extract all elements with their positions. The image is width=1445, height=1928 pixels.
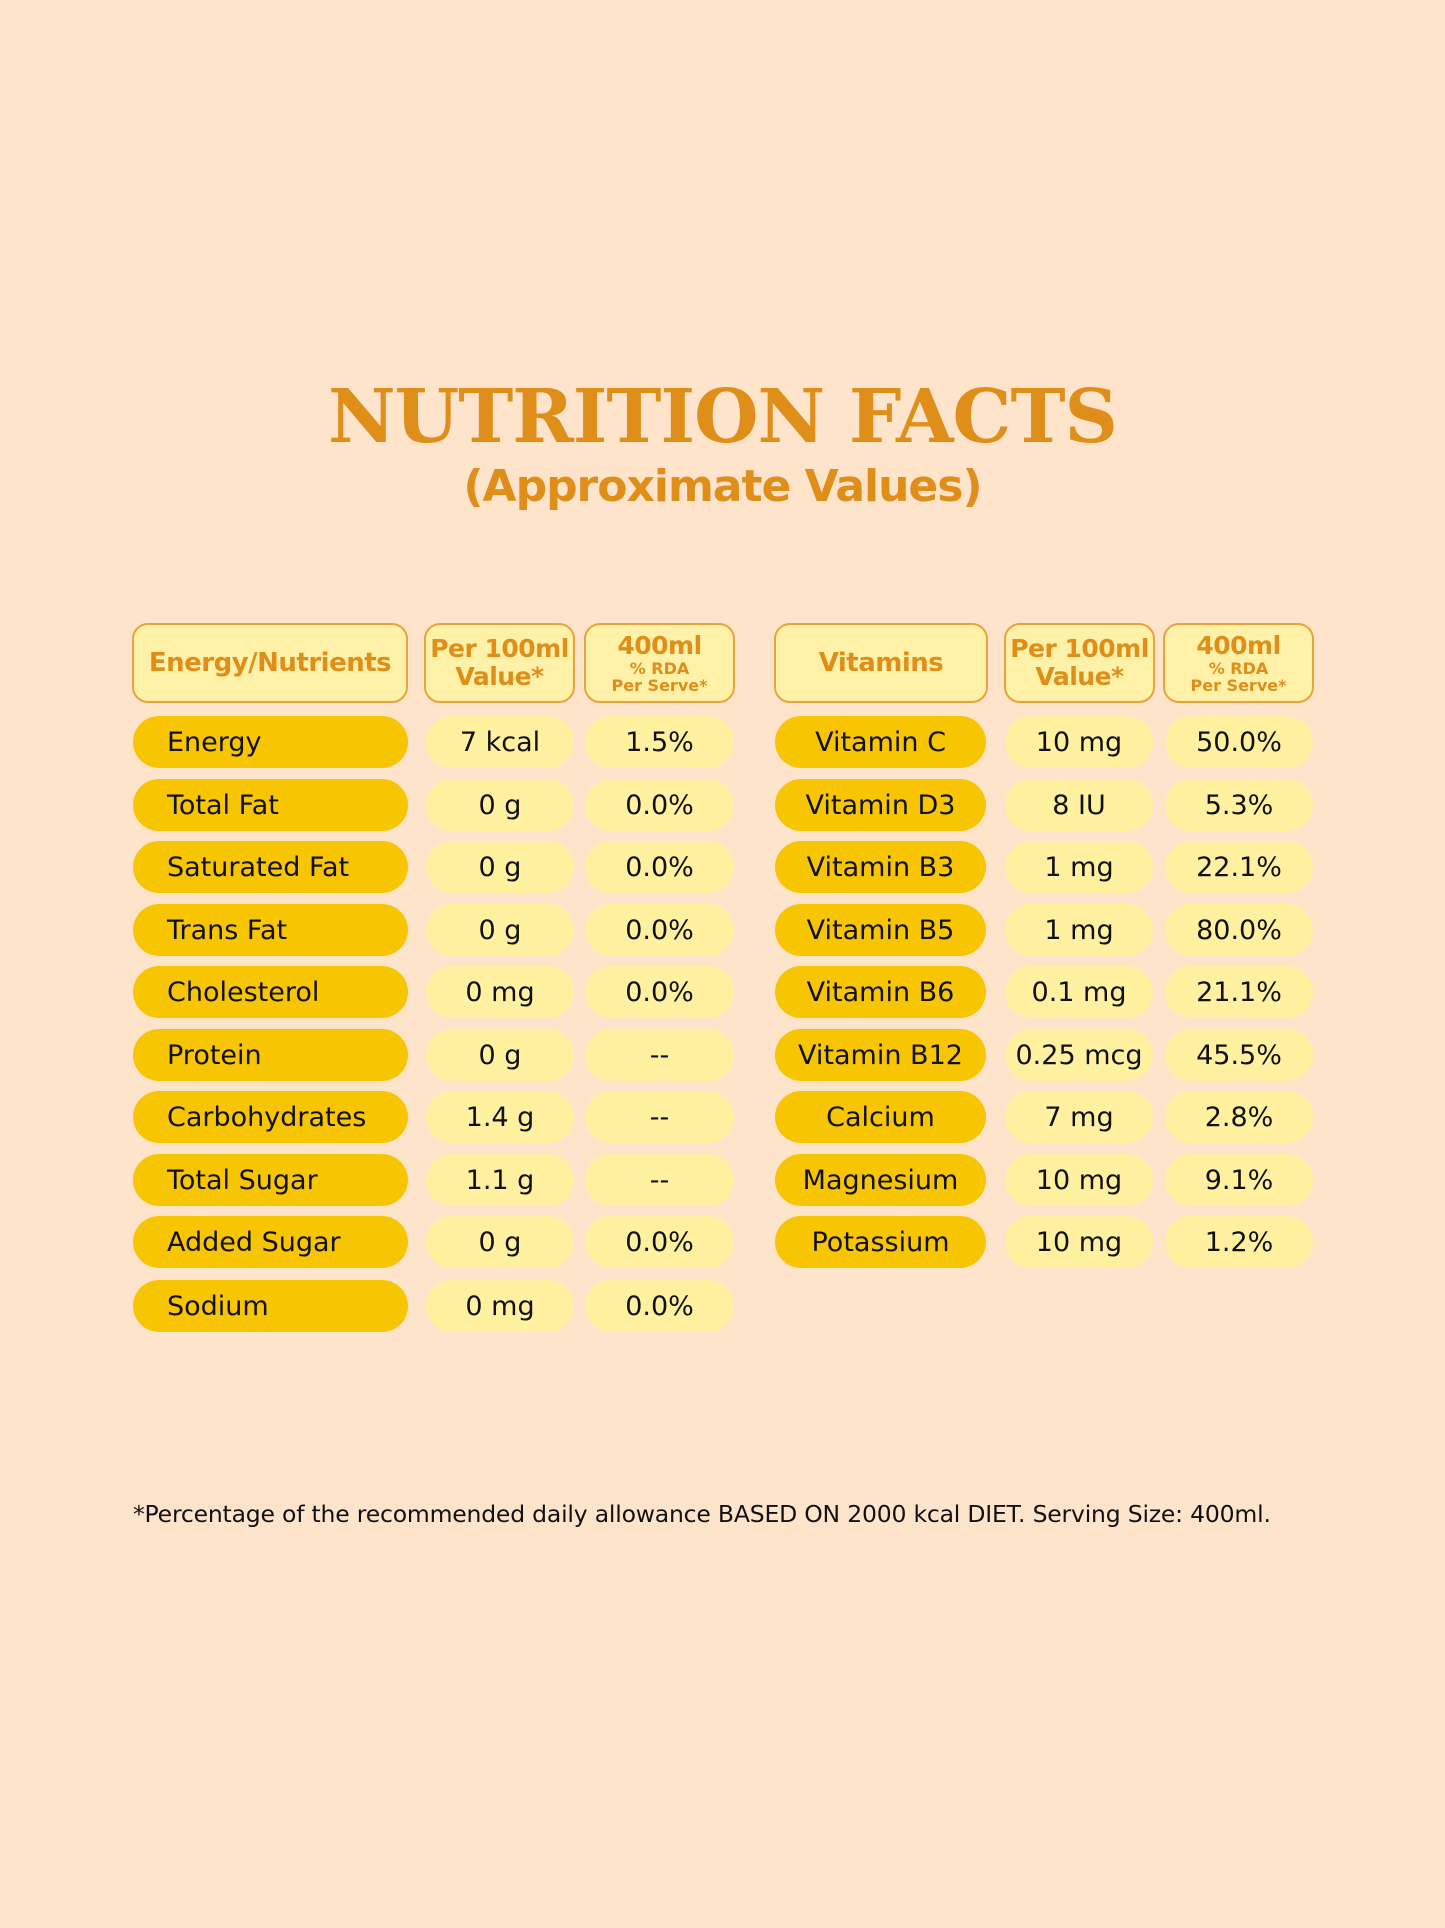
right-row-4-rda: 21.1% [1165, 966, 1313, 1018]
right-row-0-name: Vitamin C [775, 716, 986, 768]
right-row-3-rda: 80.0% [1165, 904, 1313, 956]
right-row-4-name: Vitamin B6 [775, 966, 986, 1018]
left-row-3-per100: 0 g [426, 904, 574, 956]
right-header-per100: Per 100ml Value* [1004, 623, 1155, 703]
right-header-name-label: Vitamins [818, 648, 944, 678]
footnote: *Percentage of the recommended daily all… [133, 1500, 1271, 1528]
right-row-0-per100: 10 mg [1005, 716, 1153, 768]
right-row-8-rda: 1.2% [1165, 1216, 1313, 1268]
right-row-1-rda: 5.3% [1165, 779, 1313, 831]
right-row-2-per100: 1 mg [1005, 841, 1153, 893]
left-row-3-rda: 0.0% [585, 904, 734, 956]
left-row-3-name: Trans Fat [133, 904, 408, 956]
right-row-4-per100: 0.1 mg [1005, 966, 1153, 1018]
left-row-9-name: Sodium [133, 1280, 408, 1332]
right-row-3-name: Vitamin B5 [775, 904, 986, 956]
left-row-1-per100: 0 g [426, 779, 574, 831]
left-header-name: Energy/Nutrients [132, 623, 408, 703]
right-header-per100-line2: Value* [1035, 662, 1124, 691]
left-row-4-rda: 0.0% [585, 966, 734, 1018]
left-row-5-name: Protein [133, 1029, 408, 1081]
right-row-8-per100: 10 mg [1005, 1216, 1153, 1268]
left-row-2-name: Saturated Fat [133, 841, 408, 893]
right-row-5-per100: 0.25 mcg [1005, 1029, 1153, 1081]
right-header-rda-line1: 400ml [1196, 631, 1281, 660]
right-row-7-per100: 10 mg [1005, 1154, 1153, 1206]
left-row-0-name: Energy [133, 716, 408, 768]
left-row-8-rda: 0.0% [585, 1216, 734, 1268]
left-row-2-rda: 0.0% [585, 841, 734, 893]
left-row-9-rda: 0.0% [585, 1280, 734, 1332]
right-row-5-rda: 45.5% [1165, 1029, 1313, 1081]
left-header-per100-line2: Value* [455, 662, 544, 691]
left-header-rda-line3: Per Serve* [611, 676, 708, 695]
left-row-4-name: Cholesterol [133, 966, 408, 1018]
page-subtitle: (Approximate Values) [463, 461, 982, 512]
right-row-7-name: Magnesium [775, 1154, 986, 1206]
left-row-7-per100: 1.1 g [426, 1154, 574, 1206]
left-row-1-name: Total Fat [133, 779, 408, 831]
right-header-per100-line1: Per 100ml [1010, 634, 1149, 663]
left-row-8-name: Added Sugar [133, 1216, 408, 1268]
left-row-6-rda: -- [585, 1091, 734, 1143]
right-row-1-per100: 8 IU [1005, 779, 1153, 831]
left-row-7-name: Total Sugar [133, 1154, 408, 1206]
left-row-5-rda: -- [585, 1029, 734, 1081]
right-header-name: Vitamins [774, 623, 988, 703]
left-row-9-per100: 0 mg [426, 1280, 574, 1332]
left-row-5-per100: 0 g [426, 1029, 574, 1081]
left-header-rda-line2: % RDA [629, 659, 690, 678]
right-row-0-rda: 50.0% [1165, 716, 1313, 768]
right-row-7-rda: 9.1% [1165, 1154, 1313, 1206]
left-row-4-per100: 0 mg [426, 966, 574, 1018]
right-row-1-name: Vitamin D3 [775, 779, 986, 831]
left-header-rda-line1: 400ml [617, 631, 702, 660]
left-row-0-rda: 1.5% [585, 716, 734, 768]
right-header-rda: 400ml % RDA Per Serve* [1163, 623, 1314, 703]
left-row-7-rda: -- [585, 1154, 734, 1206]
left-header-per100: Per 100ml Value* [424, 623, 575, 703]
right-header-rda-line2: % RDA [1208, 659, 1269, 678]
right-header-rda-line3: Per Serve* [1190, 676, 1287, 695]
right-row-6-rda: 2.8% [1165, 1091, 1313, 1143]
left-row-1-rda: 0.0% [585, 779, 734, 831]
left-row-6-per100: 1.4 g [426, 1091, 574, 1143]
right-row-5-name: Vitamin B12 [775, 1029, 986, 1081]
left-header-name-label: Energy/Nutrients [148, 648, 392, 678]
left-row-0-per100: 7 kcal [426, 716, 574, 768]
right-row-6-name: Calcium [775, 1091, 986, 1143]
left-header-rda: 400ml % RDA Per Serve* [584, 623, 735, 703]
right-row-2-name: Vitamin B3 [775, 841, 986, 893]
page-title: NUTRITION FACTS [328, 374, 1118, 460]
left-row-8-per100: 0 g [426, 1216, 574, 1268]
right-row-3-per100: 1 mg [1005, 904, 1153, 956]
right-row-8-name: Potassium [775, 1216, 986, 1268]
left-header-per100-line1: Per 100ml [430, 634, 569, 663]
left-row-6-name: Carbohydrates [133, 1091, 408, 1143]
right-row-6-per100: 7 mg [1005, 1091, 1153, 1143]
left-row-2-per100: 0 g [426, 841, 574, 893]
right-row-2-rda: 22.1% [1165, 841, 1313, 893]
